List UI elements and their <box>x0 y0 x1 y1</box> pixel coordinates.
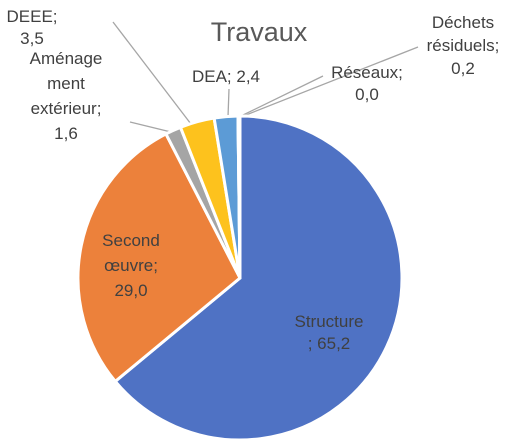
leader-line-deee <box>112 21 195 129</box>
leader-line-amenagement-exterieur <box>129 121 172 133</box>
pie-slice-second-oeuvre <box>76 132 242 383</box>
data-label-line: extérieur; <box>31 99 102 118</box>
leader-line-dechets-residuels <box>240 46 419 118</box>
data-label-deee: DEEE; 3,5 <box>6 7 57 48</box>
data-label-line: 3,5 <box>20 29 44 48</box>
data-label-line: Second <box>102 231 160 250</box>
data-label-line: DEEE; <box>6 7 57 26</box>
data-label-line: 1,6 <box>54 124 78 143</box>
data-label-dea: DEA; 2,4 <box>192 67 260 86</box>
data-label-line: Structure <box>295 312 364 331</box>
leader-line-reseaux <box>238 75 324 118</box>
data-label-dechets-residuels: Déchets résiduels; 0,2 <box>427 13 500 78</box>
data-label-reseaux: Réseaux; 0,0 <box>331 63 403 104</box>
data-label-line: Réseaux; <box>331 63 403 82</box>
data-label-line: œuvre; <box>104 256 158 275</box>
data-label-line: 0,2 <box>451 59 475 78</box>
data-label-line: résiduels; <box>427 36 500 55</box>
data-label-amenagement-exterieur: Aménage ment extérieur; 1,6 <box>30 49 103 143</box>
data-label-line: 29,0 <box>114 281 147 300</box>
leader-line-dea <box>227 88 230 118</box>
data-label-structure: Structure ; 65,2 <box>295 312 364 353</box>
data-label-line: ment <box>47 74 85 93</box>
chart-title: Travaux <box>211 17 308 47</box>
data-label-second-oeuvre: Second œuvre; 29,0 <box>102 231 160 300</box>
data-label-line: Aménage <box>30 49 103 68</box>
data-label-line: ; 65,2 <box>308 334 351 353</box>
data-label-line: Déchets <box>432 13 494 32</box>
pie-slice-dechets-residuels <box>236 114 242 280</box>
pie-slice-structure <box>113 114 404 439</box>
data-label-line: DEA; 2,4 <box>192 67 260 86</box>
data-label-line: 0,0 <box>355 85 379 104</box>
